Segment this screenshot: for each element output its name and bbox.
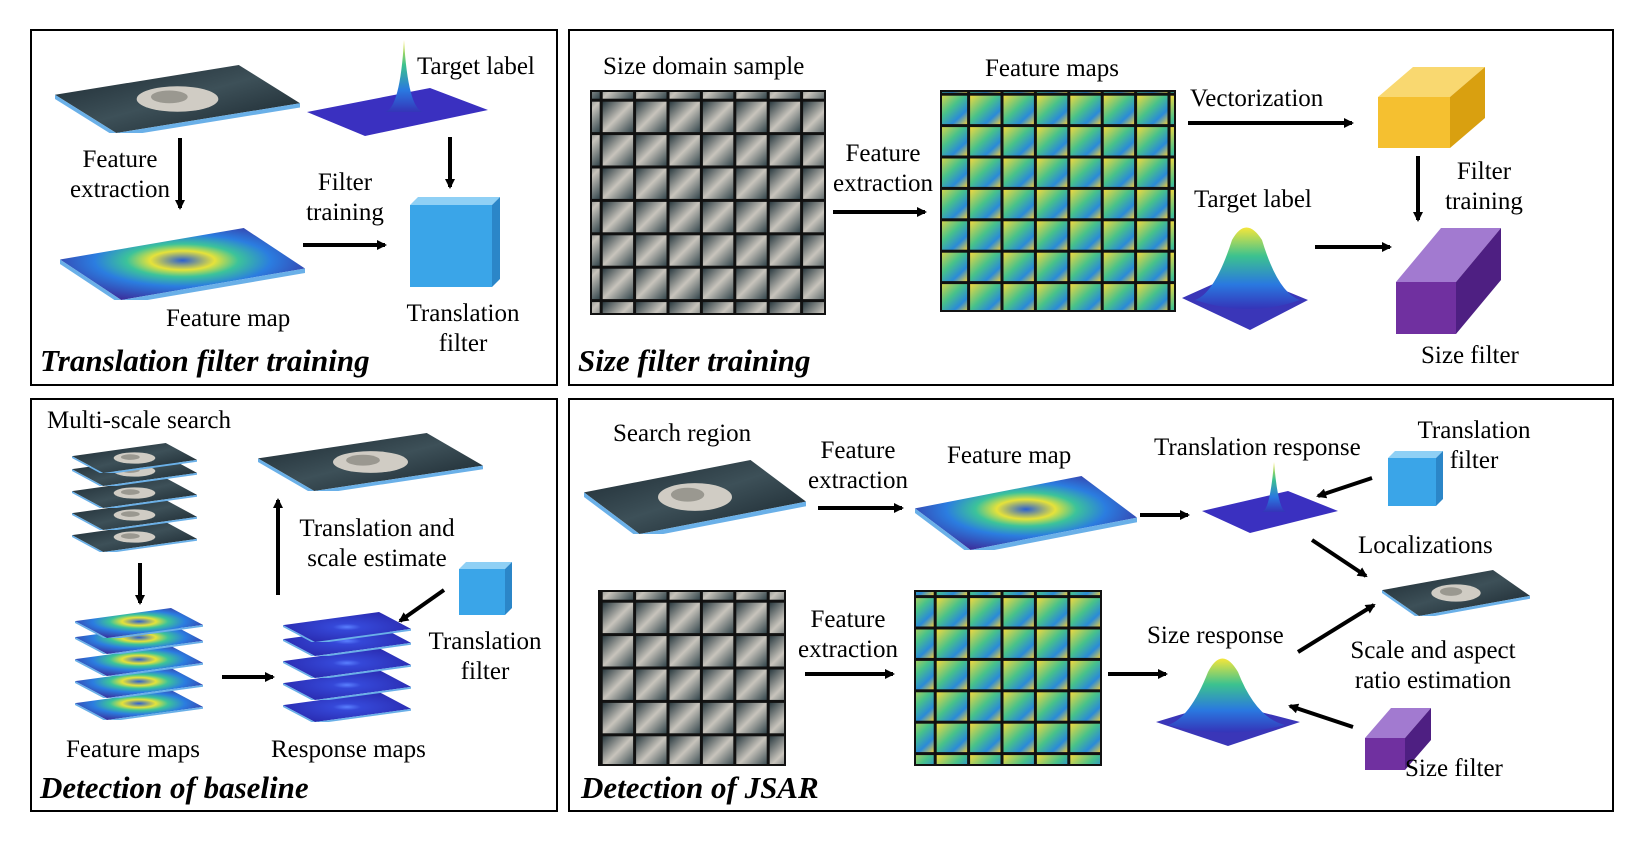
- size-target-peak: [1195, 227, 1300, 309]
- jsar-feature-map-plane: [915, 476, 1137, 550]
- localization-plane: [1382, 570, 1530, 616]
- size-training-panel: [568, 29, 1614, 386]
- arrow-size-filter-to-response: [1288, 703, 1354, 729]
- arrow-translation-to-localization: [1310, 538, 1368, 578]
- size-training-title: Size filter training: [578, 343, 811, 378]
- translation-training-panel: [30, 29, 558, 386]
- size-target-label-text: Target label: [1194, 186, 1312, 213]
- jsar-translation-filter-label: Translation filter: [1409, 416, 1539, 476]
- arrow-filter-to-translation-response: [1316, 476, 1373, 499]
- jsar-detection-title: Detection of JSAR: [581, 770, 819, 805]
- translation-filter-label: Translation filter: [398, 299, 528, 359]
- baseline-translation-filter-cube: [459, 562, 512, 615]
- filter-training-label: Filter training: [290, 168, 400, 228]
- size-filter-label: Size filter: [1421, 342, 1519, 369]
- multi-scale-search-stack: [72, 443, 197, 552]
- jsar-size-filter-cuboid: [1365, 708, 1431, 770]
- baseline-feature-maps-label: Feature maps: [66, 736, 200, 763]
- translation-response-label: Translation response: [1154, 434, 1361, 461]
- size-filter-training-line-1: Filter: [1456, 158, 1512, 185]
- translation-training-title: Translation filter training: [40, 343, 370, 378]
- translation-response-peak: [1262, 462, 1286, 512]
- vector-cuboid: [1378, 67, 1485, 148]
- size-filter-training-label: Filter training: [1432, 157, 1536, 217]
- feature-extraction-line-2: extraction: [70, 176, 170, 203]
- jsar-size-filter-label: Size filter: [1405, 755, 1503, 782]
- jsar-sample-grid: [598, 590, 786, 766]
- jsar-feature-extraction-bottom-line-1: Feature: [810, 606, 886, 633]
- size-filter-training-line-2: training: [1445, 188, 1523, 215]
- jsar-translation-filter-line-1: Translation: [1417, 417, 1531, 444]
- jsar-translation-filter-line-2: filter: [1449, 447, 1499, 474]
- size-response-label: Size response: [1147, 622, 1284, 649]
- feature-map-label: Feature map: [166, 305, 291, 332]
- size-domain-sample-grid: [590, 90, 826, 315]
- size-feature-maps-grid: [940, 90, 1176, 312]
- baseline-translation-filter-line-2: filter: [460, 658, 510, 685]
- jsar-feature-extraction-top-label: Feature extraction: [798, 436, 918, 496]
- localizations-label: Localizations: [1358, 532, 1493, 559]
- filter-training-line-1: Filter: [317, 169, 373, 196]
- scale-aspect-line-1: Scale and aspect: [1350, 637, 1516, 664]
- vectorization-label: Vectorization: [1190, 85, 1324, 112]
- baseline-translation-filter-line-1: Translation: [428, 628, 542, 655]
- size-feature-maps-label: Feature maps: [985, 55, 1119, 82]
- scale-aspect-line-2: ratio estimation: [1354, 667, 1512, 694]
- feature-extraction-line-1: Feature: [82, 146, 158, 173]
- translation-filter-line-2: filter: [438, 330, 488, 357]
- jsar-feature-maps-grid: [914, 590, 1102, 766]
- search-region-plane: [584, 460, 806, 534]
- baseline-estimate-plane: [258, 433, 483, 491]
- translation-scale-estimate-line-1: Translation and: [299, 515, 455, 542]
- translation-filter-line-1: Translation: [406, 300, 520, 327]
- jsar-feature-extraction-top-line-1: Feature: [820, 437, 896, 464]
- size-response-peak: [1168, 658, 1285, 733]
- filter-training-line-2: training: [306, 199, 384, 226]
- jsar-feature-extraction-bottom-label: Feature extraction: [788, 605, 908, 665]
- size-filter-cuboid: [1396, 228, 1501, 334]
- arrow-size-to-localization: [1296, 603, 1376, 654]
- jsar-feature-extraction-top-line-2: extraction: [808, 467, 908, 494]
- jsar-translation-filter-cube: [1388, 451, 1443, 506]
- translation-scale-estimate-label: Translation and scale estimate: [286, 514, 468, 574]
- size-feature-extraction-line-1: Feature: [845, 140, 921, 167]
- baseline-detection-title: Detection of baseline: [40, 770, 309, 805]
- baseline-response-maps-stack: [283, 612, 411, 722]
- feature-extraction-label: Feature extraction: [60, 145, 180, 205]
- baseline-translation-filter-label: Translation filter: [420, 627, 550, 687]
- feature-map-plane: [60, 228, 305, 300]
- training-image-plane: [55, 65, 300, 133]
- jsar-detection-panel: [568, 398, 1614, 812]
- search-region-label: Search region: [613, 420, 752, 447]
- arrow-filter-to-response: [398, 588, 446, 623]
- multi-scale-search-label: Multi-scale search: [47, 407, 231, 434]
- scale-aspect-label: Scale and aspect ratio estimation: [1336, 636, 1530, 696]
- target-label-peak: [385, 40, 423, 112]
- baseline-response-maps-label: Response maps: [271, 736, 426, 763]
- size-feature-extraction-line-2: extraction: [833, 170, 933, 197]
- baseline-feature-maps-stack: [75, 608, 203, 720]
- translation-scale-estimate-line-2: scale estimate: [307, 545, 447, 572]
- size-domain-sample-label: Size domain sample: [603, 53, 805, 80]
- translation-filter-cube: [410, 197, 500, 287]
- size-feature-extraction-label: Feature extraction: [822, 139, 944, 199]
- jsar-feature-map-label: Feature map: [947, 442, 1072, 469]
- baseline-detection-panel: [30, 398, 558, 812]
- jsar-feature-extraction-bottom-line-2: extraction: [798, 636, 898, 663]
- target-label-text: Target label: [417, 53, 535, 80]
